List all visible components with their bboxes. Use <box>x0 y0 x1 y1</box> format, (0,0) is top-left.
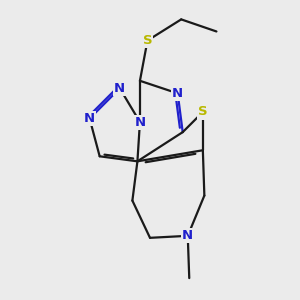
Text: S: S <box>198 106 208 118</box>
Text: N: N <box>134 116 146 129</box>
Text: N: N <box>182 229 193 242</box>
Text: N: N <box>114 82 125 95</box>
Text: S: S <box>143 34 152 47</box>
Text: N: N <box>172 87 183 100</box>
Text: N: N <box>84 112 95 125</box>
